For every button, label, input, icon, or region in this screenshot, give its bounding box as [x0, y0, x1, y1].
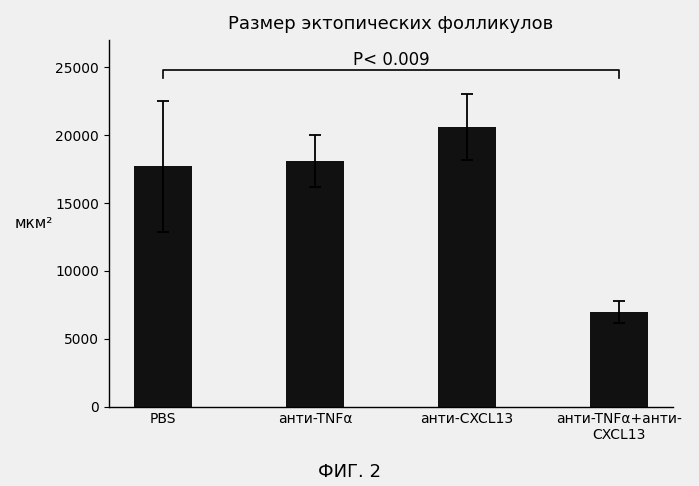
Bar: [286, 161, 344, 407]
Bar: [438, 127, 496, 407]
Y-axis label: мкм²: мкм²: [15, 216, 53, 231]
Bar: [134, 166, 192, 407]
Text: ФИГ. 2: ФИГ. 2: [318, 463, 381, 481]
Title: Размер эктопических фолликулов: Размер эктопических фолликулов: [229, 15, 554, 33]
Bar: [590, 312, 648, 407]
Text: P< 0.009: P< 0.009: [353, 51, 429, 69]
